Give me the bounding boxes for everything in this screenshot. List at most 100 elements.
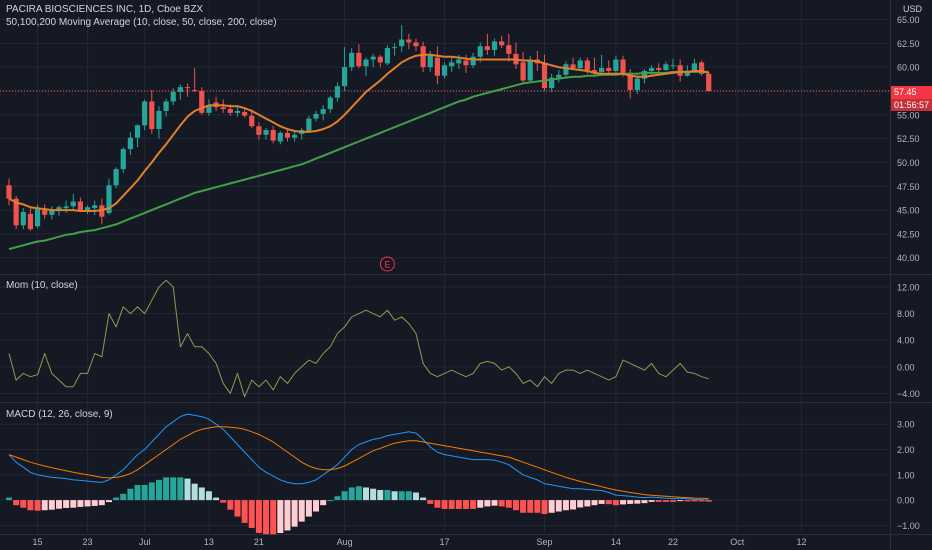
macd-histogram-bar	[198, 487, 205, 501]
candle[interactable]	[13, 195, 19, 230]
candle[interactable]	[341, 47, 348, 91]
candle[interactable]	[327, 95, 333, 113]
candle[interactable]	[306, 115, 312, 133]
candle[interactable]	[520, 51, 526, 84]
candle[interactable]	[649, 65, 655, 76]
candle[interactable]	[256, 122, 262, 140]
candle-body	[370, 56, 376, 60]
candle[interactable]	[284, 128, 291, 142]
candle[interactable]	[356, 44, 362, 69]
candle-body	[220, 107, 226, 110]
candle[interactable]	[420, 41, 426, 72]
candle[interactable]	[49, 206, 55, 220]
candle-body	[449, 62, 455, 67]
candle[interactable]	[170, 88, 176, 106]
candle[interactable]	[320, 105, 326, 121]
candle[interactable]	[156, 106, 162, 139]
candle[interactable]	[84, 205, 91, 214]
candle[interactable]	[441, 62, 448, 79]
candle[interactable]	[292, 130, 298, 142]
candle[interactable]	[6, 178, 12, 206]
candle[interactable]	[434, 46, 440, 85]
signal-line[interactable]	[8, 426, 709, 500]
candle[interactable]	[349, 48, 355, 71]
candle[interactable]	[334, 82, 341, 102]
candle[interactable]	[192, 68, 198, 92]
chart-title: PACIRA BIOSCIENCES INC, 1D, Cboe BZX	[6, 4, 204, 15]
macd-legend[interactable]: MACD (12, 26, close, 9)	[6, 409, 113, 420]
candle-body	[649, 68, 655, 71]
candle-body	[584, 60, 590, 71]
earnings-marker[interactable]: E	[379, 256, 395, 272]
candle[interactable]	[570, 57, 576, 71]
candle[interactable]	[177, 84, 183, 100]
candle[interactable]	[391, 43, 398, 56]
candle[interactable]	[249, 109, 255, 129]
candle[interactable]	[277, 130, 283, 145]
candle[interactable]	[142, 99, 148, 131]
macd-histogram-bar	[484, 500, 491, 507]
candle[interactable]	[163, 98, 169, 117]
candle[interactable]	[698, 60, 705, 76]
candle[interactable]	[92, 200, 98, 215]
candle[interactable]	[377, 54, 383, 68]
candle[interactable]	[670, 58, 676, 70]
candle[interactable]	[199, 87, 205, 115]
candle[interactable]	[677, 59, 683, 82]
candle[interactable]	[549, 73, 555, 92]
candle[interactable]	[27, 208, 34, 232]
momentum-panel[interactable]	[8, 279, 709, 398]
macd-histogram-bar	[377, 490, 384, 501]
candle[interactable]	[127, 131, 133, 155]
candle[interactable]	[149, 90, 155, 134]
candle[interactable]	[77, 197, 83, 212]
candle[interactable]	[399, 25, 405, 52]
candle[interactable]	[634, 75, 640, 94]
candle[interactable]	[113, 167, 119, 189]
candle[interactable]	[134, 124, 141, 148]
candle-body	[377, 56, 383, 63]
candle[interactable]	[313, 110, 319, 122]
candle[interactable]	[120, 147, 126, 173]
candle[interactable]	[491, 38, 498, 56]
candle[interactable]	[484, 33, 490, 55]
candle[interactable]	[270, 126, 276, 144]
macd-panel[interactable]	[6, 413, 712, 535]
candle[interactable]	[363, 57, 369, 76]
candle[interactable]	[541, 54, 548, 91]
candle[interactable]	[242, 109, 248, 118]
candle[interactable]	[206, 99, 212, 116]
candle[interactable]	[506, 33, 512, 62]
ma50-line[interactable]	[8, 70, 709, 251]
candle[interactable]	[384, 45, 391, 66]
price-panel[interactable]: E	[0, 25, 890, 272]
candle[interactable]	[20, 208, 26, 230]
candle-body	[284, 132, 291, 138]
candle[interactable]	[370, 53, 376, 68]
candle[interactable]	[234, 107, 241, 117]
candle[interactable]	[563, 61, 569, 78]
candle[interactable]	[556, 70, 562, 83]
candle[interactable]	[449, 57, 455, 72]
candle[interactable]	[184, 83, 191, 97]
candle[interactable]	[599, 54, 605, 74]
candle[interactable]	[706, 71, 712, 92]
candle[interactable]	[606, 60, 612, 75]
candle[interactable]	[499, 35, 505, 49]
macd-histogram-bar	[384, 490, 391, 501]
mom-legend[interactable]: Mom (10, close)	[6, 280, 78, 291]
ma-legend[interactable]: 50,100,200 Moving Average (10, close, 50…	[6, 17, 277, 28]
ma10-line[interactable]	[8, 53, 709, 212]
candle[interactable]	[577, 57, 583, 71]
candle[interactable]	[263, 128, 269, 140]
candle[interactable]	[613, 55, 619, 73]
candle[interactable]	[413, 38, 419, 51]
candle-body	[70, 201, 76, 207]
candle[interactable]	[663, 61, 669, 71]
macd-line[interactable]	[8, 413, 709, 501]
candle[interactable]	[406, 33, 412, 50]
momentum-line[interactable]	[8, 279, 709, 398]
candle[interactable]	[70, 193, 76, 211]
candle[interactable]	[42, 204, 48, 219]
